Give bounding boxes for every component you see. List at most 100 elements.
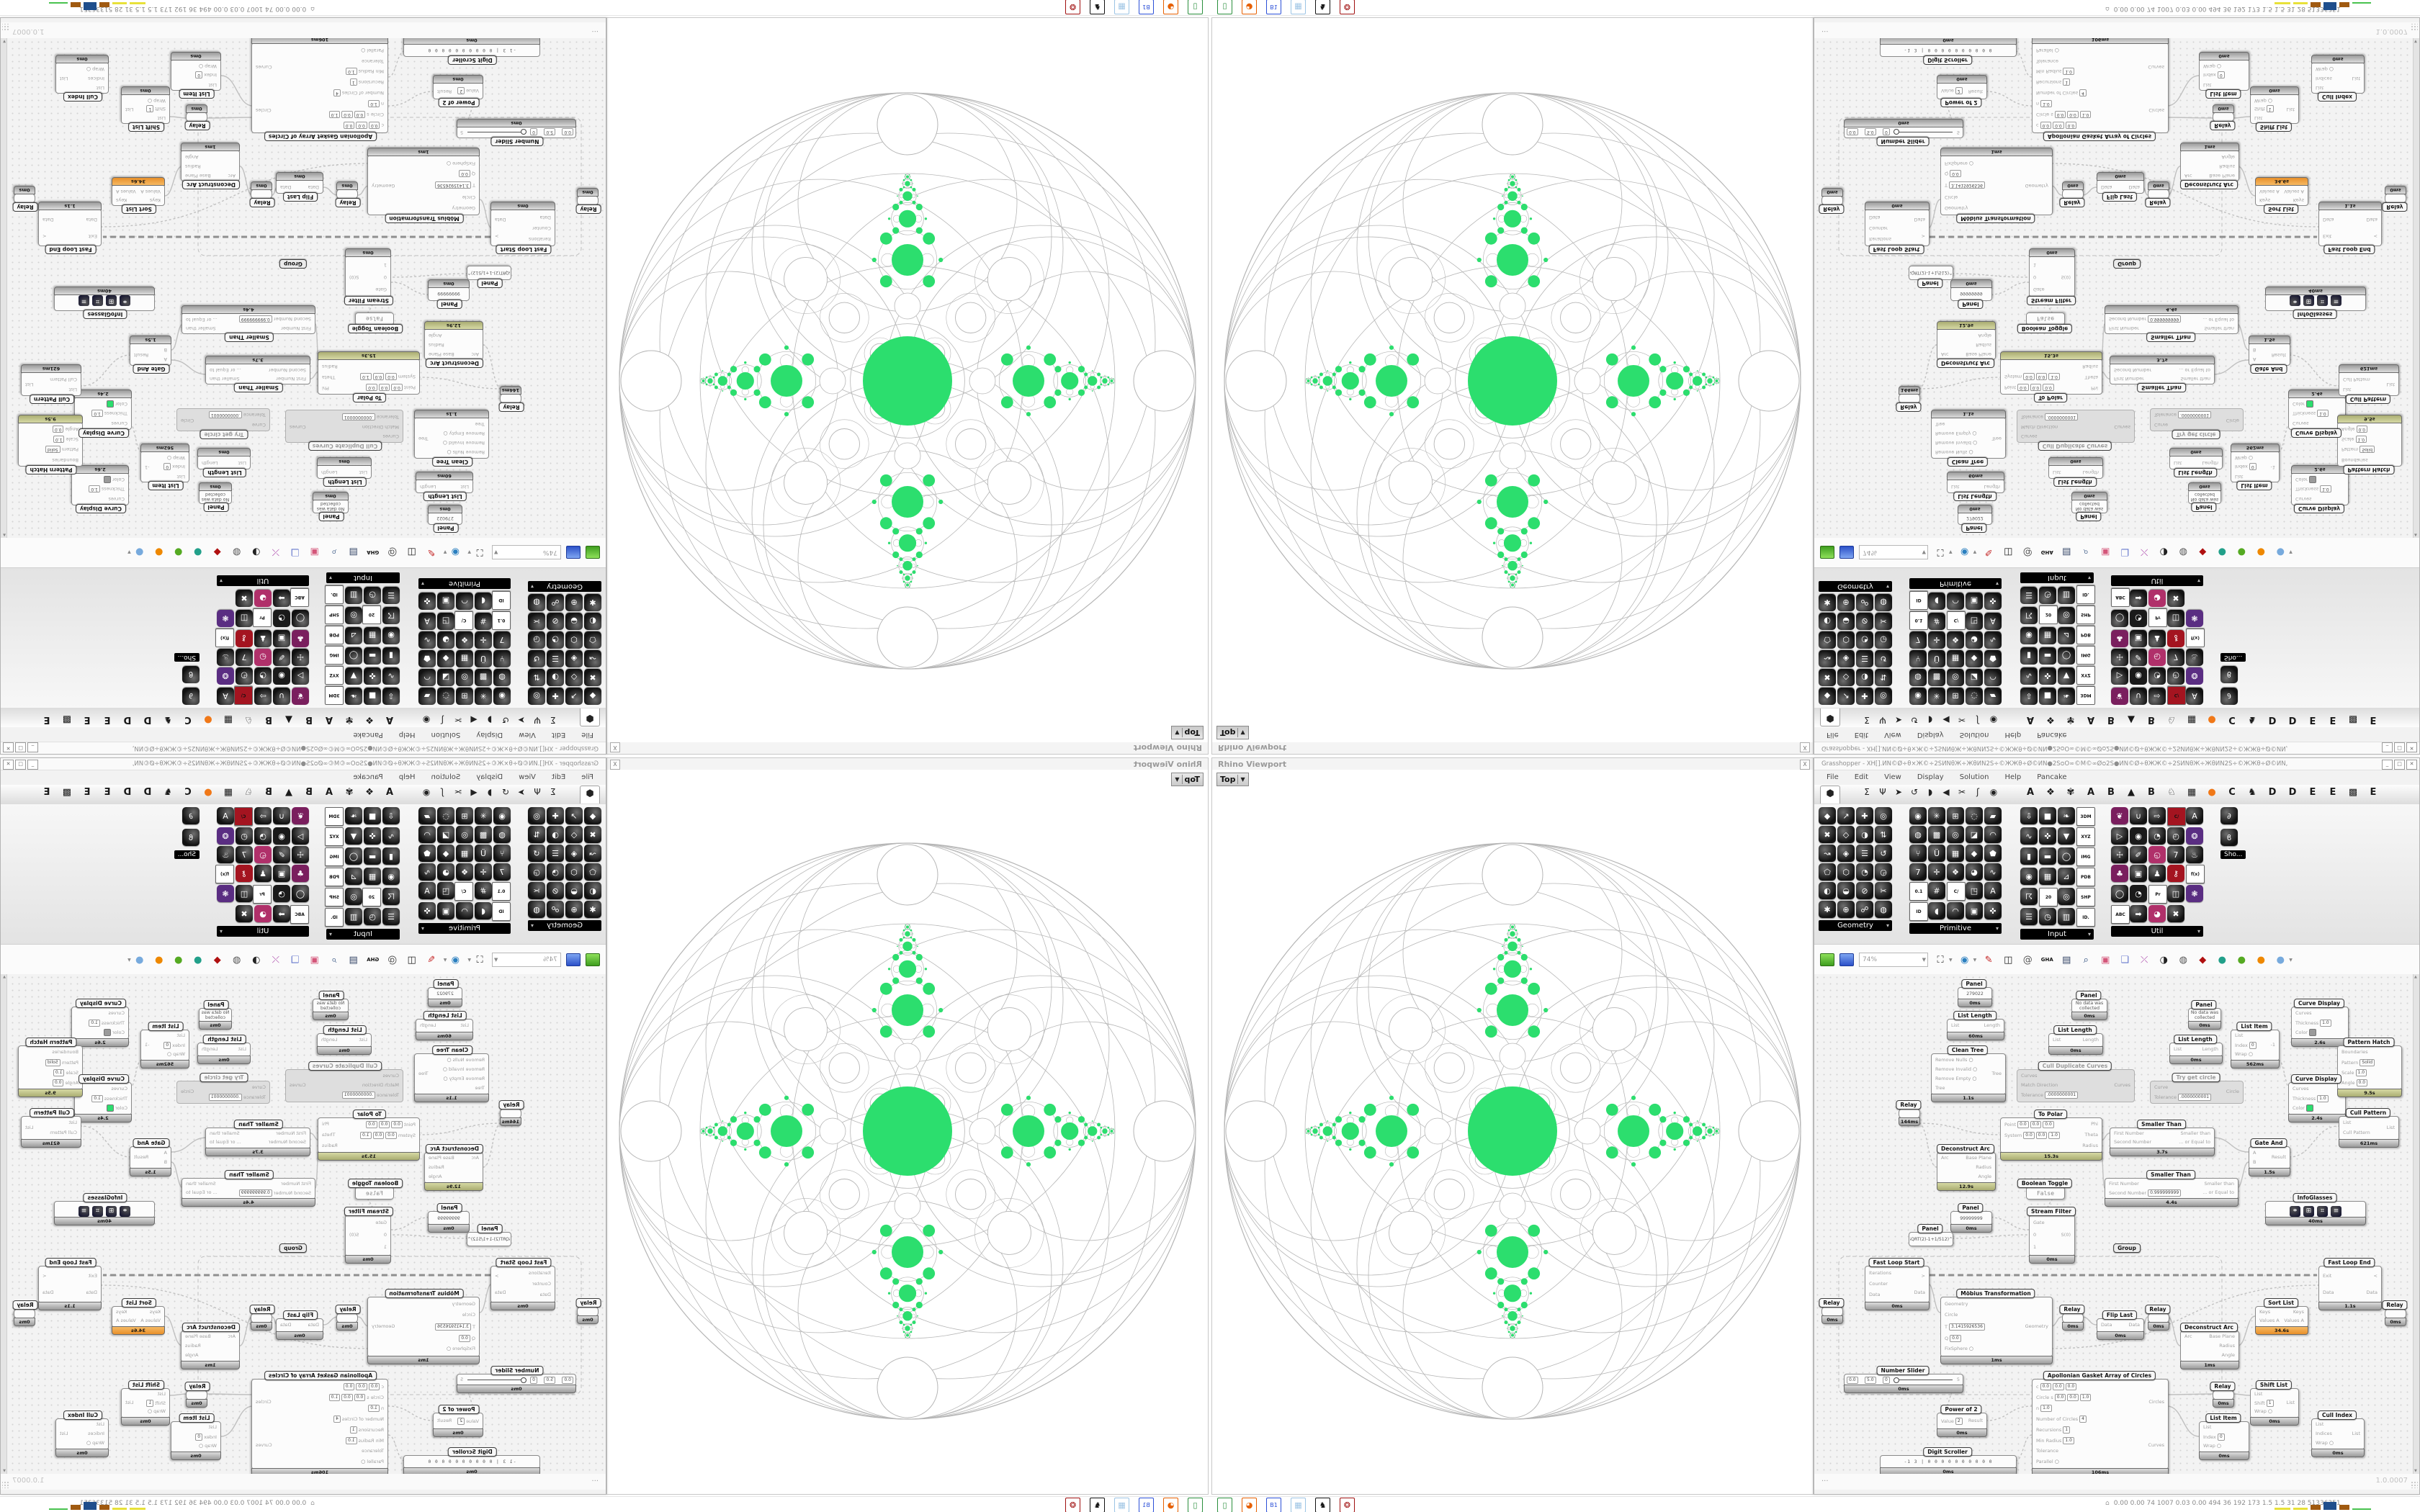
component-icon[interactable]: ♣ [292, 865, 309, 882]
firefox-icon[interactable]: ◕ [1242, 0, 1257, 14]
component-icon[interactable]: ◫ [236, 885, 253, 902]
component-icon[interactable]: ⇩ [2020, 807, 2038, 824]
tab-plugin-17[interactable]: E [2370, 787, 2377, 798]
checkbox-icon[interactable]: ○ [1972, 1075, 1977, 1081]
component-icon[interactable]: ▮ [2020, 847, 2038, 865]
gh-node-body[interactable]: List Cull Pattern List [21, 372, 81, 396]
tab-plugin-4[interactable]: B [2107, 787, 2115, 798]
checkbox-icon[interactable]: ○ [198, 1442, 204, 1449]
report-icon[interactable]: ▤ [2062, 954, 2071, 966]
chevron-down-icon[interactable]: ▼ [443, 549, 447, 555]
tab-glyph-5[interactable]: ◗ [487, 715, 493, 725]
slider-value-chip[interactable]: 0 [530, 128, 537, 135]
param-value-chip[interactable]: 2 [457, 1418, 465, 1425]
tab-glyph-1[interactable]: Σ [1864, 787, 1870, 797]
param-value-chip[interactable]: 0.0 [372, 1132, 385, 1139]
floppy-b1-icon[interactable]: B1 [1266, 0, 1281, 14]
palette-label-primitive[interactable]: Primitive ▾ [1909, 578, 2002, 589]
preview-eye-icon[interactable]: ◉ [451, 954, 460, 966]
component-icon[interactable]: ■ [2039, 807, 2056, 824]
component-icon[interactable]: ◳ [437, 882, 454, 899]
gh-node-body[interactable]: A B Result [2249, 343, 2290, 366]
checkbox-icon[interactable]: ○ [447, 449, 452, 456]
param-value-chip[interactable]: 2 [457, 87, 465, 94]
sphere-green-icon[interactable]: ● [2237, 546, 2246, 558]
sketch-pen-icon[interactable]: ✎ [427, 954, 436, 966]
param-value-chip[interactable]: 1.0 [2317, 410, 2329, 417]
gh-node-body[interactable]: 99999999 [1950, 1211, 1992, 1225]
gh-node-body[interactable]: Gate 0 1 S(0) [345, 256, 391, 297]
component-icon[interactable]: ⊞ [1947, 688, 1964, 705]
gh-node-body[interactable]: Arc Base Plane Radius Angle [424, 328, 483, 360]
color-swatch[interactable] [107, 400, 115, 408]
component-icon[interactable]: ▬ [2039, 847, 2056, 865]
gh-node-body[interactable]: Exit Data < Data [38, 1266, 102, 1303]
component-icon[interactable]: ♣ [2111, 865, 2128, 882]
gh-node-body[interactable]: List Length [1947, 1019, 2004, 1033]
component-icon[interactable]: 7 [1909, 863, 1927, 881]
tab-plugin-0[interactable]: A [2026, 714, 2035, 725]
gh-node-body[interactable]: Keys Values A Keys Values A [112, 184, 165, 206]
component-icon[interactable]: ❂ [217, 827, 234, 845]
tab-plugin-6[interactable]: B [265, 714, 272, 725]
component-icon[interactable]: ◌ [437, 688, 454, 705]
component-icon[interactable]: ABC [2111, 905, 2130, 924]
gh-node-body[interactable]: List Index 0 Wrap ○ [171, 1421, 221, 1453]
phone-device-icon[interactable]: ▯ [1217, 1498, 1232, 1512]
component-icon[interactable]: ☰ [1856, 650, 1873, 667]
chevron-down-icon[interactable]: ▼ [1922, 957, 1926, 963]
find-icon[interactable]: ⌕ [2083, 954, 2089, 966]
checkbox-icon[interactable]: ○ [361, 48, 366, 54]
component-icon[interactable]: ID [492, 902, 511, 921]
component-icon[interactable]: ◑ [547, 826, 564, 843]
gh-node-body[interactable]: List Length [197, 1043, 251, 1057]
resize-grip[interactable] [2, 24, 9, 31]
component-icon[interactable]: ▥ [2058, 908, 2075, 925]
component-icon[interactable]: ⊿ [345, 868, 362, 885]
param-value-chip[interactable]: 1.0 [2048, 1132, 2060, 1139]
gh-node-body[interactable]: List Shift 1 Wrap ○ List [2250, 94, 2299, 124]
chevron-down-icon[interactable]: ▼ [443, 957, 447, 963]
component-icon[interactable]: ◪ [1966, 826, 1983, 843]
component-icon[interactable]: ♨ [2186, 846, 2203, 863]
palette-label-util[interactable]: Util ▾ [2111, 575, 2203, 586]
tab-plugin-13[interactable]: D [2288, 714, 2297, 725]
tab-plugin-14[interactable]: E [2309, 787, 2316, 798]
component-icon[interactable]: Pr [253, 885, 272, 904]
component-icon[interactable]: ♣ [2111, 630, 2128, 647]
component-icon[interactable]: 7 [2167, 649, 2184, 666]
component-icon[interactable]: ◈ [1837, 650, 1855, 667]
component-icon[interactable]: ◆ [1819, 688, 1836, 705]
tab-glyph-6[interactable]: ◀ [470, 715, 478, 725]
component-icon[interactable]: C/ [1947, 882, 1966, 901]
component-icon[interactable]: ❧ [345, 688, 362, 705]
component-icon[interactable]: ⑂ [493, 845, 511, 862]
gh-node-body[interactable]: List Length [416, 1019, 473, 1033]
component-icon[interactable]: ☍ [1856, 594, 1873, 611]
component-icon[interactable]: f(x) [2186, 865, 2205, 883]
close-icon[interactable]: ✕ [3, 760, 14, 770]
component-icon[interactable]: ◎ [1875, 807, 1892, 824]
palette-label-primitive[interactable]: Primitive ▾ [418, 578, 511, 589]
menu-view[interactable]: View [519, 773, 536, 781]
component-icon[interactable]: ⇅ [528, 826, 545, 843]
component-icon[interactable]: ↺ [1875, 845, 1892, 862]
component-icon[interactable]: ◪ [437, 669, 454, 686]
component-icon[interactable]: ◶ [1875, 631, 1892, 649]
tab-plugin-0[interactable]: A [385, 714, 394, 725]
component-icon[interactable]: ϐ [182, 666, 200, 683]
canvas-scrollbar[interactable] [2413, 38, 2419, 538]
param-value-chip[interactable]: 0 [195, 71, 203, 78]
chevron-down-icon[interactable]: ▾ [329, 931, 333, 937]
gh-node-body[interactable]: First Number Second Number 0.999999999 Smal… [182, 1178, 315, 1200]
param-value-chip[interactable]: .0000000001 [208, 1093, 242, 1101]
gh-node-body[interactable]: Data Data [2097, 1318, 2144, 1333]
param-value-chip[interactable]: 4 [333, 1415, 341, 1423]
component-icon[interactable]: ▦ [2039, 627, 2056, 644]
color-swatch[interactable] [104, 1029, 112, 1037]
help-box-icon[interactable]: ▣ [2101, 954, 2110, 966]
gh-node-body[interactable]: List Length [317, 1033, 372, 1048]
component-icon[interactable]: ▥ [2058, 587, 2075, 604]
checkbox-icon[interactable]: ○ [86, 1439, 91, 1446]
sphere-teal-icon[interactable]: ● [2218, 546, 2226, 558]
